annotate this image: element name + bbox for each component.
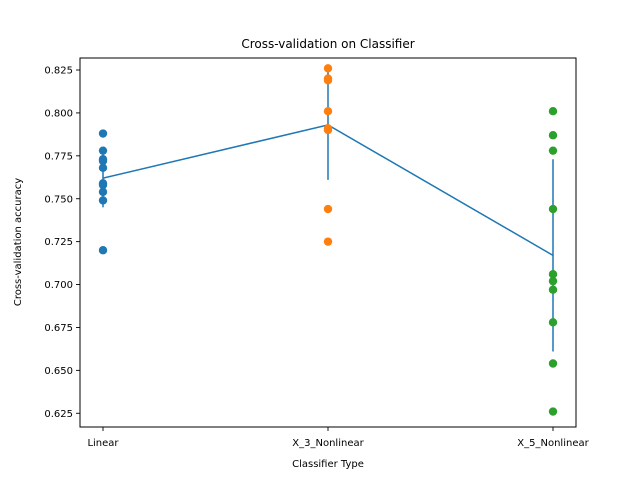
point-x-3-nonlinear — [323, 125, 333, 135]
point-linear — [98, 163, 108, 173]
point-x-5-nonlinear — [548, 131, 558, 140]
point-linear — [98, 196, 108, 205]
y-tick-label: 0.775 — [44, 151, 73, 162]
point-linear — [98, 180, 108, 190]
point-x-3-nonlinear — [323, 107, 333, 116]
point-linear — [98, 129, 108, 138]
point-x-3-nonlinear — [323, 76, 333, 85]
y-tick-label: 0.800 — [44, 109, 73, 120]
point-x-3-nonlinear — [323, 64, 333, 73]
point-linear — [98, 156, 108, 166]
y-tick-label: 0.650 — [44, 366, 73, 377]
point-x-3-nonlinear — [323, 204, 333, 214]
point-x-5-nonlinear — [548, 204, 558, 214]
y-tick-label: 0.725 — [44, 237, 73, 248]
y-tick-label: 0.675 — [44, 323, 73, 334]
point-x-3-nonlinear — [323, 237, 333, 246]
x-tick-label: X_5_Nonlinear — [517, 438, 589, 449]
x-axis: Linear X_3_Nonlinear X_5_Nonlinear — [87, 427, 590, 449]
chart-title: Cross-validation on Classifier — [241, 37, 414, 51]
y-tick-label: 0.825 — [44, 66, 73, 77]
point-linear — [98, 187, 108, 197]
x-tick-label: X_3_Nonlinear — [292, 438, 364, 449]
y-axis-label: Cross-validation accuracy — [13, 178, 24, 306]
point-x-5-nonlinear — [548, 276, 558, 286]
point-linear — [98, 246, 108, 255]
y-tick-label: 0.625 — [44, 409, 73, 420]
y-tick-label: 0.700 — [44, 280, 73, 291]
point-x-5-nonlinear — [548, 270, 558, 279]
chart-marks — [98, 64, 558, 416]
point-x-5-nonlinear — [548, 107, 558, 116]
point-x-5-nonlinear — [548, 285, 558, 294]
point-x-5-nonlinear — [548, 146, 558, 155]
y-axis: 0.625 0.650 0.675 0.700 0.725 0.750 0.775 0.800… — [44, 66, 80, 420]
point-x-5-nonlinear — [548, 318, 558, 327]
y-tick-label: 0.750 — [44, 194, 73, 205]
point-linear — [98, 146, 108, 155]
x-axis-label: Classifier Type — [292, 459, 364, 470]
x-tick-label: Linear — [87, 438, 119, 449]
point-x-5-nonlinear — [548, 359, 558, 368]
point-x-5-nonlinear — [548, 407, 558, 416]
